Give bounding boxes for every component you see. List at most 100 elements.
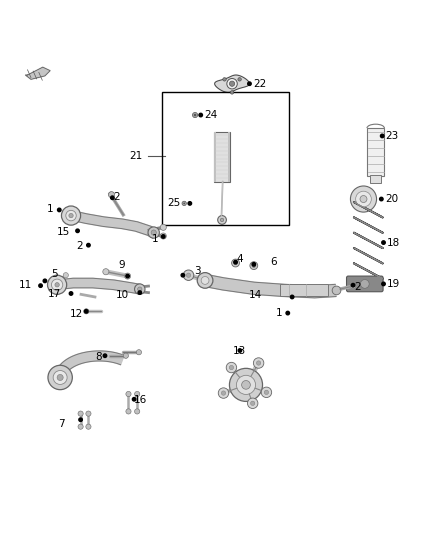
Text: 11: 11	[18, 280, 32, 290]
Circle shape	[229, 365, 233, 370]
Circle shape	[126, 274, 129, 278]
Circle shape	[250, 262, 258, 270]
Circle shape	[182, 201, 186, 206]
Circle shape	[252, 263, 255, 266]
Circle shape	[138, 287, 142, 292]
Circle shape	[264, 390, 268, 394]
Circle shape	[186, 273, 191, 277]
Circle shape	[380, 197, 383, 201]
Circle shape	[382, 282, 385, 286]
Circle shape	[109, 192, 115, 198]
Text: 14: 14	[249, 290, 262, 300]
Circle shape	[138, 291, 141, 294]
Text: 4: 4	[237, 254, 243, 264]
Text: 23: 23	[386, 131, 399, 141]
Text: 19: 19	[387, 279, 400, 289]
Polygon shape	[71, 211, 157, 238]
Text: 7: 7	[58, 419, 64, 429]
Circle shape	[237, 375, 255, 394]
Text: 15: 15	[57, 227, 70, 237]
Circle shape	[256, 361, 261, 365]
Bar	[214, 132, 216, 182]
Circle shape	[69, 292, 73, 295]
Circle shape	[230, 368, 262, 401]
Text: 16: 16	[134, 395, 147, 405]
Circle shape	[124, 273, 131, 279]
Circle shape	[69, 213, 73, 218]
Circle shape	[381, 134, 384, 138]
Circle shape	[360, 196, 367, 203]
Circle shape	[226, 362, 237, 373]
Text: 2: 2	[354, 282, 360, 292]
Circle shape	[126, 409, 131, 414]
Circle shape	[151, 230, 156, 235]
Circle shape	[160, 224, 166, 230]
Circle shape	[360, 279, 369, 288]
Text: 21: 21	[130, 150, 143, 160]
Circle shape	[78, 411, 83, 416]
Text: 10: 10	[115, 290, 128, 300]
Circle shape	[39, 284, 42, 287]
Circle shape	[103, 354, 107, 358]
Text: 17: 17	[48, 289, 61, 299]
Circle shape	[221, 391, 226, 395]
Circle shape	[230, 81, 235, 86]
Circle shape	[181, 273, 185, 277]
Text: 13: 13	[233, 346, 247, 357]
Text: 20: 20	[385, 194, 398, 204]
Circle shape	[199, 114, 202, 117]
Circle shape	[234, 261, 237, 265]
Circle shape	[84, 309, 89, 314]
Circle shape	[227, 78, 237, 89]
Circle shape	[194, 114, 196, 116]
Circle shape	[148, 227, 159, 238]
Text: 1: 1	[276, 308, 282, 318]
Circle shape	[350, 186, 377, 212]
Circle shape	[79, 418, 82, 422]
Circle shape	[356, 191, 371, 207]
Bar	[228, 132, 230, 182]
Text: 2: 2	[114, 192, 120, 202]
Circle shape	[382, 241, 385, 244]
Bar	[371, 175, 381, 182]
Circle shape	[332, 286, 341, 295]
Circle shape	[126, 391, 131, 397]
Circle shape	[220, 218, 224, 222]
Circle shape	[85, 310, 88, 313]
Text: 8: 8	[96, 352, 102, 361]
Bar	[367, 128, 385, 176]
Circle shape	[247, 398, 258, 408]
Text: 18: 18	[387, 238, 400, 247]
Circle shape	[160, 233, 166, 239]
Circle shape	[192, 112, 198, 118]
Circle shape	[188, 201, 191, 205]
Circle shape	[123, 353, 128, 358]
Circle shape	[55, 282, 59, 287]
Circle shape	[63, 272, 68, 278]
Circle shape	[230, 91, 234, 94]
Circle shape	[48, 365, 72, 390]
Text: 22: 22	[253, 79, 266, 88]
Circle shape	[43, 279, 47, 282]
Circle shape	[184, 203, 185, 204]
Circle shape	[248, 82, 251, 85]
Circle shape	[234, 261, 237, 264]
Text: 6: 6	[270, 257, 277, 267]
Text: 9: 9	[118, 260, 125, 270]
Bar	[214, 132, 230, 182]
Circle shape	[351, 284, 355, 287]
Circle shape	[78, 424, 83, 429]
Circle shape	[253, 358, 264, 368]
Circle shape	[238, 349, 242, 352]
Circle shape	[111, 196, 114, 199]
Circle shape	[86, 424, 91, 429]
Circle shape	[286, 311, 290, 315]
Circle shape	[184, 270, 194, 280]
Polygon shape	[215, 75, 250, 92]
Circle shape	[134, 284, 145, 294]
Circle shape	[201, 277, 209, 284]
Circle shape	[218, 388, 229, 398]
Circle shape	[57, 375, 63, 381]
Circle shape	[61, 206, 81, 225]
Circle shape	[162, 235, 165, 238]
